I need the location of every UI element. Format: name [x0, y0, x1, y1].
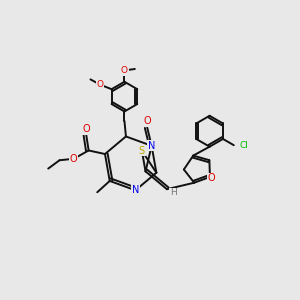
Text: O: O: [208, 173, 215, 184]
Text: S: S: [139, 146, 145, 156]
Text: Cl: Cl: [239, 141, 248, 150]
Text: N: N: [132, 185, 139, 195]
Text: O: O: [143, 116, 151, 126]
Text: N: N: [148, 141, 155, 151]
Text: O: O: [121, 66, 128, 75]
Text: O: O: [97, 80, 104, 89]
Text: O: O: [70, 154, 78, 164]
Text: H: H: [170, 188, 177, 197]
Text: O: O: [82, 124, 90, 134]
